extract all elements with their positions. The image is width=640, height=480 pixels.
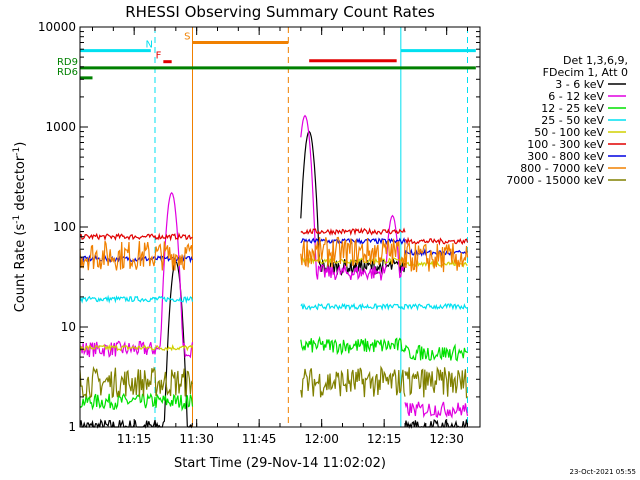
x-tick-label: 12:30 bbox=[429, 432, 464, 446]
legend-entry-label: 6 - 12 keV bbox=[548, 90, 604, 103]
flag-label: RD9 bbox=[57, 57, 78, 68]
legend-entry-label: 25 - 50 keV bbox=[541, 114, 604, 127]
series-line bbox=[300, 237, 406, 245]
series-line bbox=[404, 236, 469, 246]
x-tick-label: 11:45 bbox=[242, 432, 277, 446]
y-axis-label-sup1: -1 bbox=[12, 215, 22, 224]
y-axis-label-sup2: -1 bbox=[12, 147, 22, 156]
series-line bbox=[404, 240, 469, 273]
series-line bbox=[79, 365, 194, 399]
series-line bbox=[300, 365, 406, 398]
x-tick-label: 11:15 bbox=[117, 432, 152, 446]
series-line bbox=[79, 344, 194, 352]
y-tick-label: 10000 bbox=[38, 20, 76, 34]
y-axis-label: Count Rate (s-1 detector-1) bbox=[12, 142, 28, 313]
series-line bbox=[404, 401, 469, 419]
series-line bbox=[300, 236, 406, 268]
legend-header: Det 1,3,6,9, bbox=[563, 54, 628, 67]
legend-entry-label: 100 - 300 keV bbox=[527, 138, 604, 151]
flag-label: S bbox=[184, 31, 190, 42]
legend-entry-label: 50 - 100 keV bbox=[534, 126, 604, 139]
chart-title: RHESSI Observing Summary Count Rates bbox=[125, 3, 435, 21]
legend-entry-label: 12 - 25 keV bbox=[541, 102, 604, 115]
x-axis-label: Start Time (29-Nov-14 11:02:02) bbox=[174, 456, 386, 471]
series-line bbox=[79, 232, 193, 242]
y-tick-label: 100 bbox=[53, 220, 76, 234]
series-line bbox=[300, 302, 406, 312]
y-tick-label: 1 bbox=[68, 420, 76, 434]
series-line bbox=[404, 366, 468, 399]
legend-header: FDecim 1, Att 0 bbox=[543, 66, 628, 79]
series-line bbox=[79, 191, 194, 359]
series-line bbox=[79, 391, 194, 412]
x-tick-label: 12:00 bbox=[304, 432, 339, 446]
y-axis-label-end: ) bbox=[13, 142, 28, 147]
legend-entry-label: 300 - 800 keV bbox=[527, 150, 604, 163]
x-axis: 11:15 11:30 11:45 12:00 12:15 12:30 bbox=[92, 27, 468, 446]
plot-frame bbox=[79, 26, 481, 428]
series-line bbox=[300, 227, 406, 237]
flag-label: F bbox=[156, 51, 162, 62]
x-tick-label: 12:15 bbox=[367, 432, 402, 446]
footer-timestamp: 23-Oct-2021 05:55 bbox=[570, 468, 636, 476]
y-axis-label-main: Count Rate (s bbox=[13, 224, 28, 313]
legend-entry-label: 7000 - 15000 keV bbox=[506, 174, 604, 187]
legend-entry-label: 3 - 6 keV bbox=[555, 78, 604, 91]
y-axis: 1 10 100 1000 10000 bbox=[38, 20, 480, 434]
y-tick-label: 1000 bbox=[45, 120, 76, 134]
series-line bbox=[300, 130, 406, 277]
y-axis-label-mid: detector bbox=[13, 155, 28, 215]
series-line bbox=[79, 294, 194, 304]
x-tick-label: 11:30 bbox=[179, 432, 214, 446]
flag-label: N bbox=[146, 40, 153, 51]
series-line bbox=[79, 240, 194, 271]
flag-label: RD6 bbox=[57, 67, 78, 78]
series-line bbox=[404, 419, 469, 429]
y-tick-label: 10 bbox=[61, 320, 76, 334]
legend-entry-label: 800 - 7000 keV bbox=[520, 162, 604, 175]
series-line bbox=[404, 302, 468, 312]
series-line bbox=[404, 343, 468, 362]
series-line bbox=[300, 335, 406, 356]
